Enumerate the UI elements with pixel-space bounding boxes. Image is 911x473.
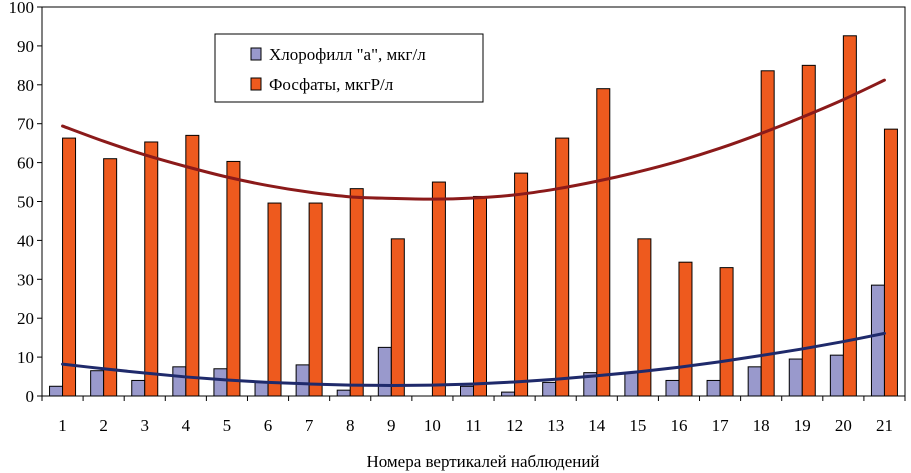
bar-chlorophyll <box>665 379 680 397</box>
bar-phosphate <box>144 141 159 397</box>
bar-chlorophyll <box>870 284 885 397</box>
bar-chlorophyll <box>90 370 105 397</box>
legend-label-chlorophyll: Хлорофилл "а", мкг/л <box>269 45 426 64</box>
x-tick-label: 1 <box>58 416 67 435</box>
bar-chlorophyll <box>213 368 228 397</box>
trendline-chlorophyll <box>61 331 886 387</box>
bar-phosphate <box>883 128 898 397</box>
y-tick-label: 90 <box>17 37 34 56</box>
bar-chlorophyll <box>336 389 351 397</box>
bar-chlorophyll <box>254 381 269 397</box>
y-tick-label: 10 <box>17 348 34 367</box>
bar-chlorophyll <box>788 358 803 397</box>
bar-phosphate <box>308 202 323 397</box>
x-tick-label: 5 <box>223 416 232 435</box>
bar-phosphate <box>801 64 816 397</box>
y-tick-label: 70 <box>17 115 34 134</box>
x-tick-label: 16 <box>670 416 687 435</box>
x-tick-label: 8 <box>346 416 355 435</box>
trendlines <box>61 78 886 387</box>
y-tick-label: 30 <box>17 270 34 289</box>
bar-chlorophyll <box>49 385 64 397</box>
x-tick-label: 12 <box>506 416 523 435</box>
x-tick-label: 9 <box>387 416 396 435</box>
y-tick-label: 100 <box>9 0 35 17</box>
bar-chlorophyll <box>377 346 392 397</box>
x-tick-label: 7 <box>305 416 314 435</box>
y-tick-label: 60 <box>17 154 34 173</box>
x-tick-label: 19 <box>794 416 811 435</box>
bar-phosphate <box>473 195 487 397</box>
bar-phosphate <box>637 238 652 397</box>
x-tick-label: 20 <box>835 416 852 435</box>
bar-chlorophyll <box>295 364 310 397</box>
bar-phosphate <box>596 88 611 397</box>
bar-chlorophyll <box>624 372 639 397</box>
legend-swatch-chlorophyll <box>250 47 262 61</box>
bar-phosphate <box>103 158 118 397</box>
x-tick-label: 18 <box>753 416 770 435</box>
bar-phosphate <box>760 70 775 397</box>
bar-chlorophyll <box>542 381 557 397</box>
bars <box>49 35 898 397</box>
bar-phosphate <box>555 137 570 397</box>
legend-box <box>214 33 484 103</box>
bar-phosphate <box>514 172 529 397</box>
x-tick-label: 15 <box>629 416 646 435</box>
x-tick-label: 14 <box>588 416 606 435</box>
bar-chlorophyll <box>706 379 721 397</box>
y-tick-label: 50 <box>17 193 34 212</box>
bar-phosphate <box>842 35 857 397</box>
x-tick-label: 17 <box>712 416 730 435</box>
bar-phosphate <box>62 137 77 397</box>
bar-chlorophyll <box>172 366 187 397</box>
x-tick-label: 6 <box>264 416 273 435</box>
x-axis: 1 2 3 4 5 6 7 8 9 10 11 12 13 14 15 16 17 18 19 20 21 <box>41 396 906 435</box>
y-tick-label: 80 <box>17 76 34 95</box>
y-tick-label: 20 <box>17 309 34 328</box>
bar-chlorophyll <box>131 379 146 397</box>
bar-chlorophyll <box>829 354 844 397</box>
bar-chlorophyll <box>460 385 474 397</box>
x-tick-label: 21 <box>876 416 893 435</box>
x-tick-label: 13 <box>547 416 564 435</box>
x-tick-label: 11 <box>465 416 481 435</box>
bar-phosphate <box>267 202 282 397</box>
bar-phosphate <box>226 160 241 397</box>
x-axis-label: Номера вертикалей наблюдений <box>366 452 599 471</box>
x-tick-label: 10 <box>424 416 441 435</box>
bar-phosphate <box>349 188 364 397</box>
y-tick-label: 40 <box>17 231 34 250</box>
bar-phosphate <box>678 261 693 397</box>
bar-phosphate <box>431 181 446 397</box>
bar-phosphate <box>390 238 405 397</box>
legend-swatch-phosphate <box>250 77 262 91</box>
trendline-phosphate <box>61 78 886 201</box>
legend: Хлорофилл "а", мкг/л Фосфаты, мкгР/л <box>214 33 484 103</box>
bar-chlorophyll <box>747 366 762 397</box>
bar-chlorophyll <box>501 391 516 397</box>
legend-label-phosphate: Фосфаты, мкгР/л <box>269 75 394 94</box>
y-tick-label: 0 <box>26 387 35 406</box>
x-tick-label: 4 <box>182 416 191 435</box>
x-tick-label: 3 <box>140 416 149 435</box>
bar-phosphate <box>185 134 200 397</box>
x-tick-label: 2 <box>99 416 108 435</box>
bar-phosphate <box>719 267 734 397</box>
